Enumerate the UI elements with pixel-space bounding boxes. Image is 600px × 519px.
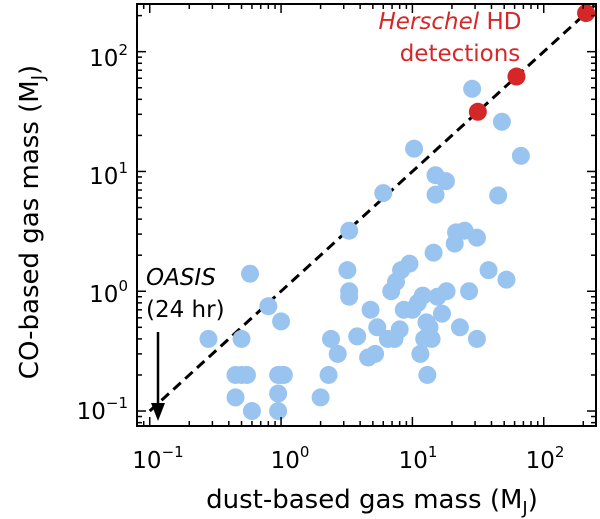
point-series0-38 bbox=[405, 139, 424, 158]
point-series0-47 bbox=[424, 243, 443, 262]
x-tick-label-2: 101 bbox=[399, 443, 438, 474]
oasis-label-line2: (24 hr) bbox=[146, 297, 225, 323]
point-series0-14 bbox=[272, 312, 291, 331]
oasis-annotation: OASIS (24 hr) bbox=[144, 262, 236, 421]
point-series0-60 bbox=[467, 228, 486, 247]
y-tick-label-2: 101 bbox=[89, 159, 128, 190]
axis-ticks bbox=[136, 4, 596, 426]
point-series0-63 bbox=[489, 186, 508, 205]
x-tick-label-0: 10−1 bbox=[132, 443, 183, 474]
point-series0-51 bbox=[432, 304, 451, 323]
point-series0-53 bbox=[437, 282, 456, 301]
point-series0-33 bbox=[390, 320, 409, 339]
point-series0-0 bbox=[199, 329, 218, 348]
point-series0-40 bbox=[413, 286, 432, 305]
point-series0-5 bbox=[242, 402, 261, 421]
point-series0-12 bbox=[269, 384, 288, 403]
oasis-arrowhead bbox=[151, 403, 165, 421]
point-series0-28 bbox=[374, 184, 393, 203]
point-series0-7 bbox=[240, 264, 259, 283]
point-series0-16 bbox=[319, 365, 338, 384]
point-series0-3 bbox=[226, 388, 245, 407]
point-series0-56 bbox=[450, 318, 469, 337]
x-tick-label-3: 102 bbox=[526, 443, 565, 474]
point-series0-36 bbox=[400, 254, 419, 273]
herschel-annotation-line1: Herschel HD bbox=[379, 9, 522, 35]
point-series0-48 bbox=[426, 185, 445, 204]
point-series0-66 bbox=[511, 146, 530, 165]
point-series0-46 bbox=[422, 329, 441, 348]
oasis-label-background bbox=[144, 262, 236, 324]
point-series0-65 bbox=[497, 270, 516, 289]
point-series0-62 bbox=[479, 261, 498, 280]
y-axis-label: CO-based gas mass (MJ) bbox=[15, 65, 49, 379]
point-series1-0 bbox=[468, 102, 487, 121]
y-tick-label-1: 100 bbox=[89, 277, 128, 308]
point-series0-4 bbox=[237, 365, 256, 384]
oasis-label-line1: OASIS bbox=[146, 265, 216, 291]
point-series0-26 bbox=[366, 344, 385, 363]
herschel-annotation-line2: detections bbox=[400, 41, 521, 67]
point-series0-8 bbox=[259, 297, 278, 316]
point-series0-22 bbox=[340, 221, 359, 240]
point-series0-18 bbox=[328, 344, 347, 363]
point-series0-44 bbox=[418, 365, 437, 384]
point-series0-21 bbox=[340, 287, 359, 306]
y-tick-label-0: 10−1 bbox=[77, 394, 128, 425]
point-series1-2 bbox=[577, 4, 596, 23]
point-series0-27 bbox=[368, 318, 387, 337]
point-series0-61 bbox=[467, 329, 486, 348]
point-series0-19 bbox=[338, 261, 357, 280]
point-series0-6 bbox=[232, 329, 251, 348]
data-points bbox=[199, 4, 596, 421]
point-series0-11 bbox=[274, 365, 293, 384]
point-series0-41 bbox=[411, 344, 430, 363]
y-tick-label-3: 102 bbox=[89, 41, 128, 72]
x-axis-label: dust-based gas mass (MJ) bbox=[206, 485, 538, 519]
point-series0-59 bbox=[463, 79, 482, 98]
point-series0-13 bbox=[269, 402, 288, 421]
point-series0-52 bbox=[436, 172, 455, 191]
point-series0-15 bbox=[311, 388, 330, 407]
plot-frame bbox=[136, 3, 597, 427]
point-series0-17 bbox=[321, 329, 340, 348]
point-series0-25 bbox=[361, 300, 380, 319]
point-series0-23 bbox=[348, 327, 367, 346]
point-series1-1 bbox=[507, 67, 526, 86]
point-series0-58 bbox=[460, 282, 479, 301]
point-series0-64 bbox=[492, 112, 511, 131]
x-tick-label-1: 100 bbox=[271, 443, 310, 474]
